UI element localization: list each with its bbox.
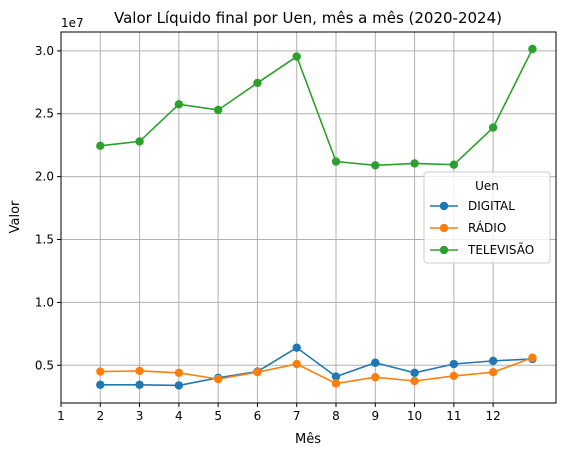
data-point (213, 374, 223, 384)
y-tick-label: 2.0 (35, 170, 54, 184)
legend-label: TELEVISÃO (467, 242, 534, 257)
data-point (292, 52, 301, 61)
data-point (488, 356, 498, 366)
data-point (371, 373, 380, 382)
legend-label: DIGITAL (468, 199, 515, 213)
data-point (331, 157, 341, 166)
legend-label: RÁDIO (468, 220, 506, 235)
data-point (292, 343, 301, 352)
data-point (488, 367, 498, 377)
series-line (100, 346, 533, 387)
x-tick-label: 5 (214, 409, 222, 423)
y-axis-title: Valor (8, 200, 23, 233)
legend-marker (439, 223, 449, 233)
x-axis-title: Mês (295, 432, 321, 447)
data-point (488, 123, 498, 132)
x-tick-label: 10 (407, 409, 422, 423)
legend-box (423, 171, 551, 264)
data-point (331, 372, 341, 381)
data-point (371, 161, 380, 170)
data-point (135, 137, 144, 146)
data-point (292, 359, 301, 369)
y-axis: 0.5 1.0 1.5 2.0 2.5 3.0 (35, 44, 61, 372)
data-point (213, 105, 223, 115)
series-line (100, 48, 534, 167)
legend-item: DIGITAL (430, 199, 515, 213)
series-rádio (96, 353, 537, 388)
legend-item: TELEVISÃO (430, 242, 534, 257)
legend-item: RÁDIO (430, 220, 506, 235)
data-point (449, 160, 459, 169)
data-point (410, 376, 419, 386)
y-tick-label: 3.0 (35, 44, 54, 58)
series-layer (96, 44, 537, 390)
chart-title: Valor Líquido final por Uen, mês a mês (… (114, 9, 502, 27)
x-tick-label: 1 (57, 409, 65, 423)
x-tick-label: 6 (254, 409, 262, 423)
legend-marker (439, 201, 449, 211)
x-tick-label: 12 (486, 409, 501, 423)
data-point (371, 358, 380, 367)
data-point (449, 371, 459, 381)
x-tick-label: 3 (136, 409, 144, 423)
data-point (528, 353, 537, 362)
y-offset-label: 1e7 (61, 16, 84, 30)
x-tick-label: 9 (371, 409, 379, 423)
x-axis: 1 2 3 4 5 6 7 8 9 10 11 12 (57, 403, 501, 423)
series-televisão (96, 44, 537, 170)
data-point (96, 141, 105, 151)
data-point (410, 368, 419, 378)
data-point (528, 44, 537, 54)
series-digital (96, 343, 537, 390)
legend-marker (439, 245, 449, 255)
x-tick-label: 7 (293, 409, 301, 423)
data-point (96, 367, 105, 376)
data-point (174, 368, 184, 378)
data-point (174, 381, 184, 390)
data-point (410, 159, 419, 168)
y-tick-label: 0.5 (35, 358, 54, 372)
legend-title: Uen (475, 179, 499, 193)
legend: Uen DIGITAL RÁDIO TELEVISÃO (423, 171, 551, 264)
data-point (253, 78, 262, 88)
grid (60, 32, 556, 403)
x-tick-label: 8 (332, 409, 340, 423)
data-point (174, 100, 184, 109)
data-point (331, 379, 341, 388)
series-line (100, 356, 533, 385)
plot-frame (60, 31, 557, 404)
data-point (449, 359, 459, 369)
x-tick-label: 11 (446, 409, 461, 423)
data-point (96, 380, 105, 389)
x-tick-label: 4 (175, 409, 183, 423)
y-tick-label: 2.5 (35, 107, 54, 121)
y-tick-label: 1.0 (35, 295, 54, 309)
data-point (135, 380, 144, 389)
y-tick-label: 1.5 (35, 233, 54, 247)
x-tick-label: 2 (96, 409, 104, 423)
data-point (253, 367, 262, 377)
data-point (135, 366, 144, 376)
